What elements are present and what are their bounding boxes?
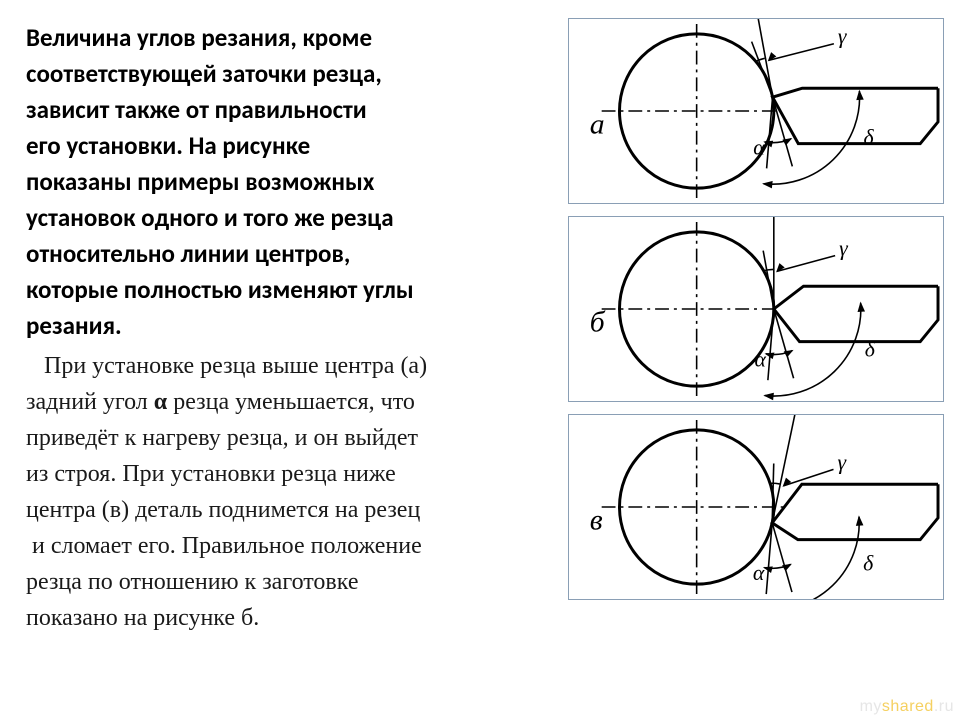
svg-text:α: α [754, 347, 766, 371]
watermark-right: .ru [934, 698, 954, 715]
svg-text:α: α [753, 561, 765, 585]
svg-text:γ: γ [838, 25, 848, 49]
svg-text:δ: δ [864, 126, 875, 150]
text-line: Величина углов резания, кроме [26, 20, 556, 56]
text-line: показаны примеры возможных [26, 164, 556, 200]
text-line: соответствующей заточки резца, [26, 56, 556, 92]
text-line: зависит также от правильности [26, 92, 556, 128]
text-line: которые полностью изменяют углы [26, 272, 556, 308]
svg-text:а: а [590, 109, 605, 141]
slide-page: Величина углов резания, кромесоответству… [0, 0, 960, 720]
svg-text:δ: δ [865, 337, 876, 361]
text-line: установок одного и того же резца [26, 200, 556, 236]
text-line: показано на рисунке б. [26, 600, 556, 636]
figure-a: а α δ γ [568, 18, 944, 204]
watermark-left: my [860, 698, 882, 715]
text-line: задний угол α резца уменьшается, что [26, 384, 556, 420]
text-line: При установке резца выше центра (а) [26, 348, 556, 384]
svg-text:γ: γ [837, 450, 847, 474]
svg-text:б: б [590, 307, 606, 339]
text-column: Величина углов резания, кромесоответству… [26, 20, 556, 636]
svg-text:в: в [590, 505, 603, 537]
text-line: резца по отношению к заготовке [26, 564, 556, 600]
figure-b: б α δ γ [568, 216, 944, 402]
watermark: myshared.ru [860, 698, 954, 716]
paragraph-2: При установке резца выше центра (а)задни… [26, 348, 556, 636]
text-line: его установки. На рисунке [26, 128, 556, 164]
text-line: приведёт к нагреву резца, и он выйдет [26, 420, 556, 456]
text-line: резания. [26, 308, 556, 344]
text-line: и сломает его. Правильное положение [26, 528, 556, 564]
text-line: центра (в) деталь поднимется на резец [26, 492, 556, 528]
text-line: из строя. При установки резца ниже [26, 456, 556, 492]
svg-text:δ: δ [863, 551, 874, 575]
figure-column: а α δ γ б α δ γ в α δ γ [568, 18, 944, 612]
watermark-mid: shared [882, 698, 934, 715]
svg-text:α: α [753, 136, 765, 160]
paragraph-1: Величина углов резания, кромесоответству… [26, 20, 556, 344]
text-line: относительно линии центров, [26, 236, 556, 272]
figure-v: в α δ γ [568, 414, 944, 600]
svg-text:γ: γ [839, 237, 849, 261]
